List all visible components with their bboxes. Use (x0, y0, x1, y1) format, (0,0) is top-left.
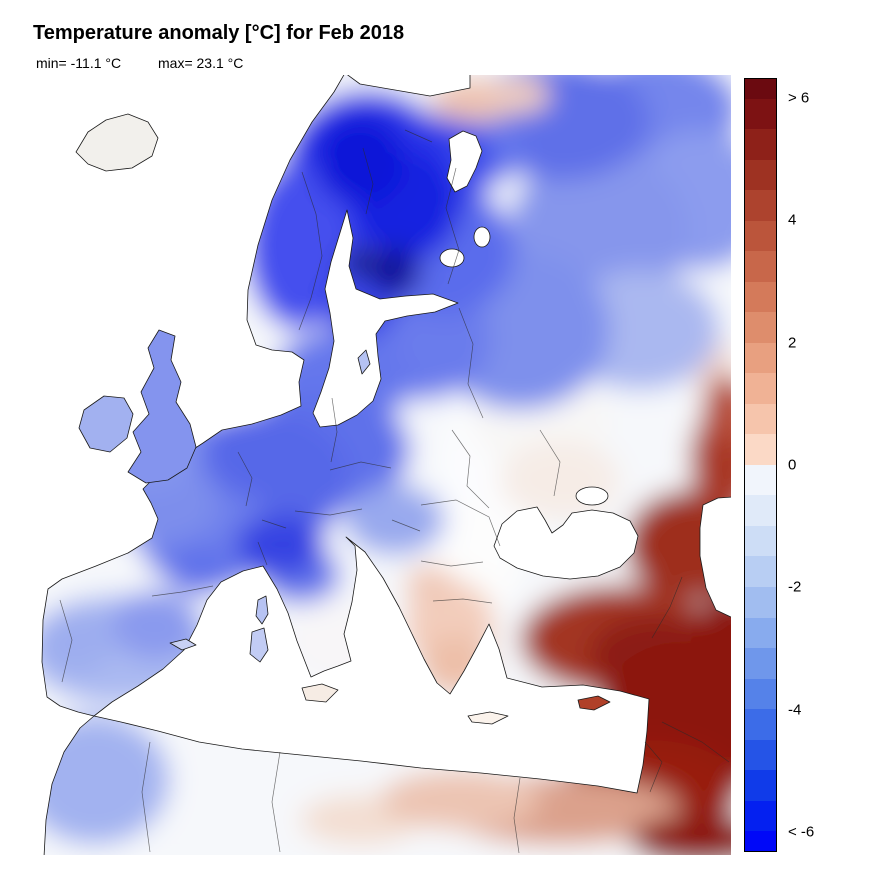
colorbar-segments (745, 79, 776, 851)
crete (467, 711, 509, 725)
lake-onega (473, 226, 491, 248)
colorbar-segment (745, 312, 776, 343)
country-borders (59, 129, 730, 854)
barents-sliver (347, 75, 471, 97)
colorbar-segment (745, 434, 776, 465)
baltic-sea (312, 209, 459, 428)
sicily (301, 683, 339, 703)
colorbar-segment (745, 678, 776, 710)
sea-of-azov (575, 486, 609, 506)
colorbar-segment (745, 220, 776, 252)
lake-ladoga (439, 248, 465, 268)
colorbar-tick-label: 0 (788, 456, 797, 474)
colorbar-tick-label: 4 (788, 211, 797, 229)
colorbar-segment (745, 556, 776, 587)
colorbar-segment (745, 79, 776, 99)
colorbar-segment (745, 648, 776, 679)
colorbar-segment (745, 403, 776, 435)
colorbar-segment (745, 617, 776, 649)
colorbar-segment (745, 342, 776, 374)
colorbar-segment (745, 587, 776, 618)
gotland (357, 349, 371, 375)
sea-shapes (30, 75, 731, 855)
colorbar-segment (745, 800, 776, 832)
colorbar-segment (745, 373, 776, 404)
ireland (78, 395, 134, 453)
colorbar-segment (745, 495, 776, 526)
sardinia (249, 627, 269, 663)
colorbar-tick-label: < -6 (788, 823, 815, 841)
cyprus (577, 695, 611, 711)
colorbar-tick-label: > 6 (788, 89, 810, 107)
colorbar-segment (745, 129, 776, 160)
colorbar-segment (745, 159, 776, 191)
colorbar-segment (745, 831, 776, 851)
colorbar-segment (745, 739, 776, 771)
mediterranean-sea (93, 536, 650, 794)
colorbar-segment (745, 464, 776, 496)
corsica (255, 595, 269, 625)
colorbar (744, 78, 777, 852)
figure-title: Temperature anomaly [°C] for Feb 2018 (33, 22, 405, 44)
colorbar-tick-label: 2 (788, 334, 797, 352)
great-britain (127, 329, 197, 484)
colorbar-segment (745, 251, 776, 282)
caspian-sea (699, 496, 731, 618)
iceland (75, 113, 159, 172)
colorbar-segment (745, 709, 776, 740)
white-sea (446, 130, 483, 193)
colorbar-tick-label: -2 (788, 578, 802, 596)
islands (75, 113, 611, 725)
black-sea (493, 506, 639, 580)
colorbar-segment (745, 190, 776, 221)
colorbar-segment (745, 281, 776, 313)
colorbar-segment (745, 770, 776, 801)
min-value-label: min= -11.1 °C (36, 55, 122, 71)
colorbar-segment (745, 98, 776, 130)
colorbar-segment (745, 525, 776, 557)
colorbar-tick-label: -4 (788, 701, 802, 719)
balearic-islands (169, 638, 197, 651)
max-value-label: max= 23.1 °C (158, 55, 244, 71)
